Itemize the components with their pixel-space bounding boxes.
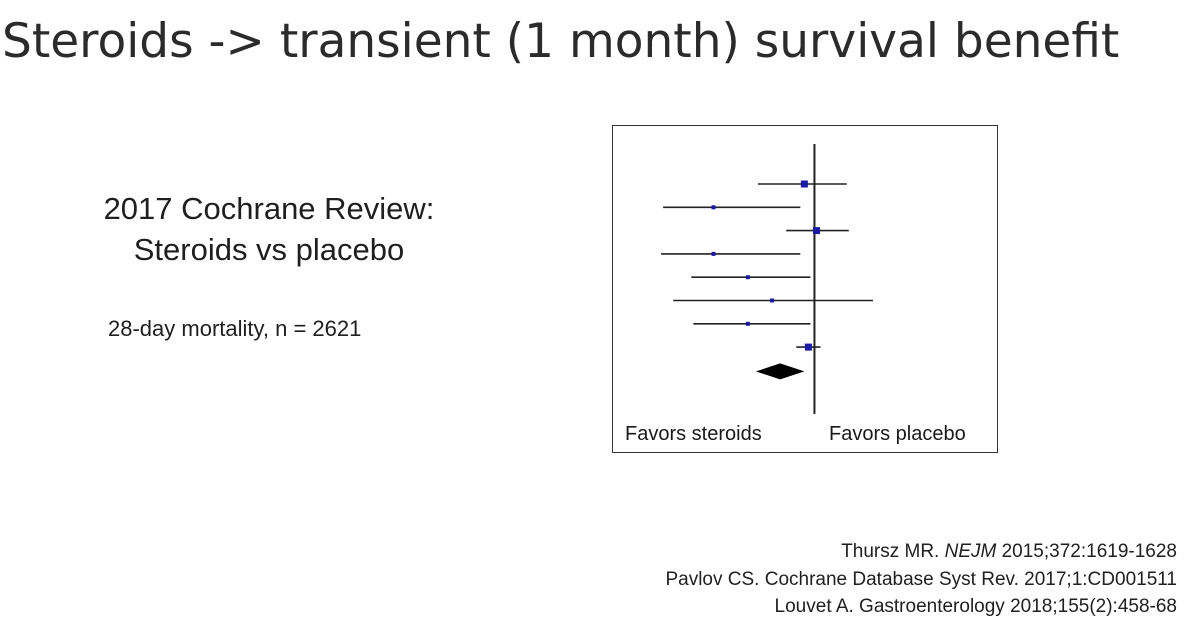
reference-thursz: Thursz MR. NEJM 2015;372:1619-1628 (665, 538, 1177, 566)
study-point (812, 227, 820, 235)
study-point (770, 298, 775, 303)
reference-thursz-author: Thursz MR. (841, 541, 945, 562)
forest-plot-svg (661, 144, 873, 414)
forest-plot: Favors steroids Favors placebo (612, 125, 998, 453)
reference-thursz-journal: NEJM (944, 541, 997, 562)
study-point (711, 205, 716, 210)
study-point (711, 251, 716, 256)
review-heading-line2: Steroids vs placebo (133, 232, 405, 267)
study-point (745, 275, 750, 280)
reference-pavlov: Pavlov CS. Cochrane Database Syst Rev. 2… (665, 568, 1177, 590)
mortality-note: 28-day mortality, n = 2621 (108, 316, 362, 341)
reference-thursz-citation: 2015;372:1619-1628 (996, 541, 1177, 562)
study-point (745, 321, 750, 326)
study-point (800, 180, 808, 188)
favors-placebo-label: Favors placebo (829, 423, 966, 445)
review-heading-line1: 2017 Cochrane Review: (103, 191, 435, 226)
reference-louvet: Louvet A. Gastroenterology 2018;155(2):4… (774, 596, 1177, 617)
review-heading: 2017 Cochrane Review: Steroids vs placeb… (55, 188, 483, 270)
favors-steroids-label: Favors steroids (625, 423, 762, 445)
pooled-estimate-diamond (755, 363, 805, 380)
study-point (804, 343, 812, 351)
slide-title: Steroids -> transient (1 month) survival… (2, 14, 1120, 69)
references: Thursz MR. NEJM 2015;372:1619-1628 Pavlo… (665, 538, 1177, 621)
